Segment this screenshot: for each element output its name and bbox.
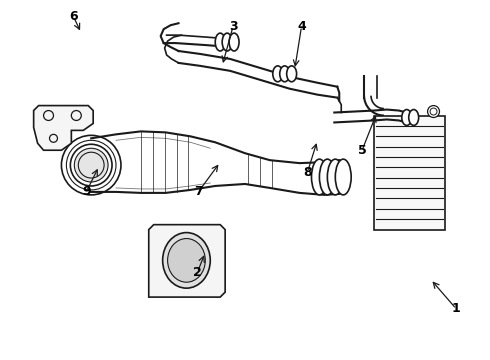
Circle shape [74, 148, 108, 182]
Ellipse shape [402, 109, 412, 125]
Circle shape [428, 105, 440, 117]
Ellipse shape [409, 109, 418, 125]
Ellipse shape [163, 233, 210, 288]
Polygon shape [374, 116, 445, 230]
Ellipse shape [168, 239, 205, 282]
Text: 9: 9 [82, 185, 91, 198]
Circle shape [78, 152, 104, 178]
Ellipse shape [327, 159, 343, 195]
Text: 5: 5 [358, 144, 367, 157]
Text: 1: 1 [452, 302, 461, 315]
Text: 3: 3 [229, 20, 238, 33]
Text: 4: 4 [297, 20, 306, 33]
Polygon shape [34, 105, 93, 150]
Text: 6: 6 [69, 10, 77, 23]
Text: 7: 7 [194, 185, 203, 198]
Ellipse shape [312, 159, 327, 195]
Ellipse shape [287, 66, 296, 82]
Ellipse shape [319, 159, 335, 195]
Text: 8: 8 [303, 166, 312, 179]
Ellipse shape [215, 33, 225, 51]
Ellipse shape [229, 33, 239, 51]
Polygon shape [149, 225, 225, 297]
Ellipse shape [222, 33, 232, 51]
Ellipse shape [280, 66, 290, 82]
Ellipse shape [273, 66, 283, 82]
Ellipse shape [335, 159, 351, 195]
Text: 2: 2 [193, 266, 202, 279]
